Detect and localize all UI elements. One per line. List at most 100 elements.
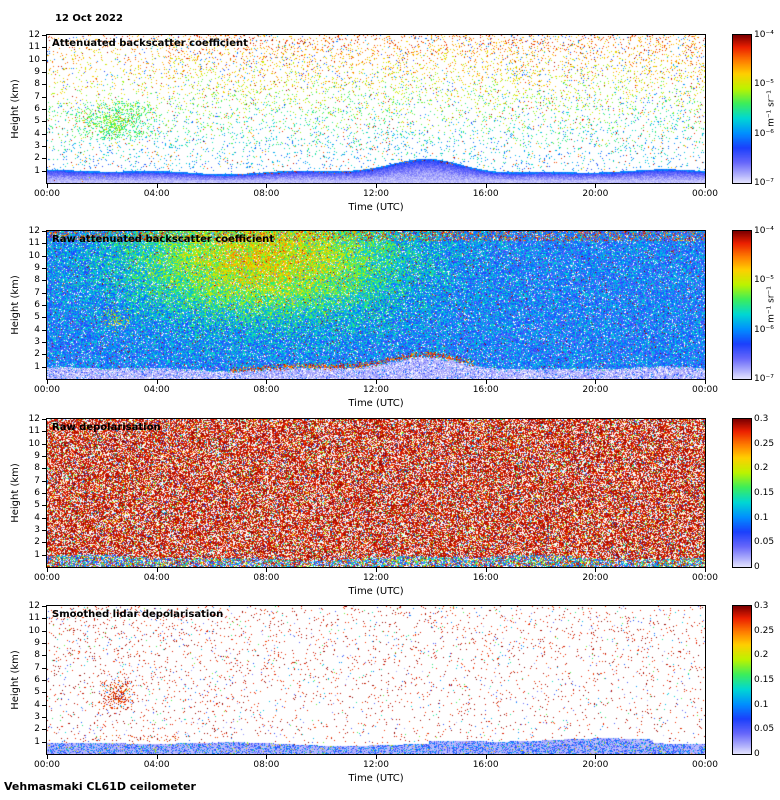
y-tick-mark bbox=[42, 530, 46, 531]
y-tick-label: 1 bbox=[34, 361, 40, 372]
x-axis-label: Time (UTC) bbox=[348, 586, 404, 597]
y-tick-mark bbox=[42, 468, 46, 470]
y-tick-mark bbox=[42, 305, 46, 306]
x-tick-label: 04:00 bbox=[143, 189, 170, 199]
y-tick-label: 9 bbox=[34, 67, 40, 77]
y-tick-mark bbox=[42, 542, 46, 544]
colorbar-tick-label: 0.25 bbox=[754, 438, 775, 449]
y-tick-label: 7 bbox=[34, 287, 40, 298]
y-tick-label: 10 bbox=[28, 625, 40, 636]
colorbar-tick-label: 0.25 bbox=[754, 625, 775, 636]
y-tick-label: 5 bbox=[34, 687, 40, 698]
y-tick-mark bbox=[42, 456, 46, 457]
y-tick-mark bbox=[42, 431, 46, 433]
colorbar-tick-label: 0.05 bbox=[754, 724, 775, 735]
panel-title: Raw depolarisation bbox=[52, 422, 161, 433]
x-tick-mark bbox=[595, 755, 597, 759]
y-tick-label: 11 bbox=[28, 238, 40, 249]
y-tick-label: 9 bbox=[34, 638, 40, 648]
y-tick-label: 9 bbox=[34, 263, 40, 273]
y-tick-mark bbox=[42, 84, 46, 86]
y-tick-label: 4 bbox=[34, 324, 40, 335]
y-tick-label: 2 bbox=[34, 349, 40, 360]
x-tick-mark bbox=[156, 184, 158, 188]
colorbar-gradient bbox=[733, 231, 751, 379]
colorbar-tick-label: 0.2 bbox=[754, 650, 769, 661]
x-tick-label: 00:00 bbox=[34, 760, 60, 770]
y-axis-label: Height (km) bbox=[10, 275, 21, 335]
y-tick-label: 6 bbox=[34, 675, 40, 685]
x-tick-mark bbox=[485, 380, 487, 384]
y-tick-label: 10 bbox=[28, 54, 40, 65]
y-tick-mark bbox=[42, 667, 46, 669]
x-tick-label: 20:00 bbox=[582, 189, 609, 199]
x-tick-mark bbox=[47, 184, 48, 188]
x-tick-mark bbox=[705, 184, 706, 188]
colorbar-tick-label: 0.3 bbox=[754, 414, 769, 424]
colorbar-tick-label: 10⁻⁴ bbox=[754, 30, 774, 40]
y-tick-label: 10 bbox=[28, 250, 40, 261]
x-tick-mark bbox=[156, 380, 158, 384]
y-tick-mark bbox=[42, 704, 46, 706]
colorbar-tick-label: 10⁻⁵ bbox=[754, 79, 774, 90]
y-tick-label: 12 bbox=[28, 226, 40, 236]
colorbar-unit-label: m⁻¹ sr⁻¹ bbox=[766, 286, 777, 323]
x-tick-mark bbox=[376, 184, 377, 188]
y-tick-label: 8 bbox=[34, 79, 40, 90]
heatmap-canvas bbox=[47, 231, 705, 379]
y-tick-label: 11 bbox=[28, 613, 40, 624]
x-tick-label: 00:00 bbox=[692, 760, 718, 770]
colorbar-tick-label: 0.3 bbox=[754, 601, 769, 611]
y-tick-mark bbox=[42, 329, 46, 331]
y-tick-mark bbox=[42, 72, 46, 73]
y-tick-label: 4 bbox=[34, 512, 40, 523]
heatmap-canvas bbox=[47, 419, 705, 567]
x-axis-label: Time (UTC) bbox=[348, 202, 404, 213]
y-tick-mark bbox=[42, 170, 46, 172]
colorbar-tick-label: 0.15 bbox=[754, 675, 775, 685]
y-tick-mark bbox=[42, 643, 46, 644]
colorbar-tick-label: 0.2 bbox=[754, 463, 769, 474]
x-tick-mark bbox=[705, 568, 706, 572]
y-tick-mark bbox=[42, 342, 46, 343]
y-tick-mark bbox=[42, 317, 46, 319]
y-tick-label: 5 bbox=[34, 312, 40, 323]
colorbar-gradient bbox=[733, 419, 751, 567]
y-tick-mark bbox=[42, 729, 46, 731]
y-tick-mark bbox=[42, 243, 46, 245]
y-tick-mark bbox=[42, 419, 46, 420]
plot-frame bbox=[46, 418, 706, 568]
y-tick-mark bbox=[42, 133, 46, 135]
colorbar-frame bbox=[732, 418, 752, 568]
y-tick-mark bbox=[42, 231, 46, 232]
y-tick-mark bbox=[42, 59, 46, 61]
colorbar-gradient bbox=[733, 35, 751, 183]
x-tick-label: 00:00 bbox=[692, 385, 718, 395]
y-tick-label: 6 bbox=[34, 300, 40, 310]
y-tick-mark bbox=[42, 655, 46, 657]
x-tick-label: 16:00 bbox=[472, 189, 499, 199]
colorbar-tick-label: 10⁻⁶ bbox=[754, 324, 774, 335]
x-tick-mark bbox=[705, 380, 706, 384]
y-tick-mark bbox=[42, 717, 46, 718]
colorbar-tick-label: 0.05 bbox=[754, 537, 775, 548]
x-tick-mark bbox=[376, 380, 377, 384]
y-tick-mark bbox=[42, 554, 46, 556]
y-tick-mark bbox=[42, 268, 46, 269]
x-tick-mark bbox=[47, 380, 48, 384]
date-label: 12 Oct 2022 bbox=[55, 13, 123, 24]
y-tick-mark bbox=[42, 741, 46, 743]
x-tick-mark bbox=[156, 755, 158, 759]
plot-frame bbox=[46, 230, 706, 380]
x-axis-label: Time (UTC) bbox=[348, 398, 404, 409]
y-tick-mark bbox=[42, 280, 46, 282]
y-tick-label: 11 bbox=[28, 426, 40, 437]
y-tick-mark bbox=[42, 517, 46, 519]
x-tick-label: 08:00 bbox=[253, 573, 280, 583]
y-tick-label: 12 bbox=[28, 30, 40, 40]
y-tick-label: 8 bbox=[34, 650, 40, 661]
y-tick-mark bbox=[42, 692, 46, 694]
y-tick-label: 11 bbox=[28, 42, 40, 53]
y-tick-mark bbox=[42, 630, 46, 632]
y-axis-label: Height (km) bbox=[10, 650, 21, 710]
